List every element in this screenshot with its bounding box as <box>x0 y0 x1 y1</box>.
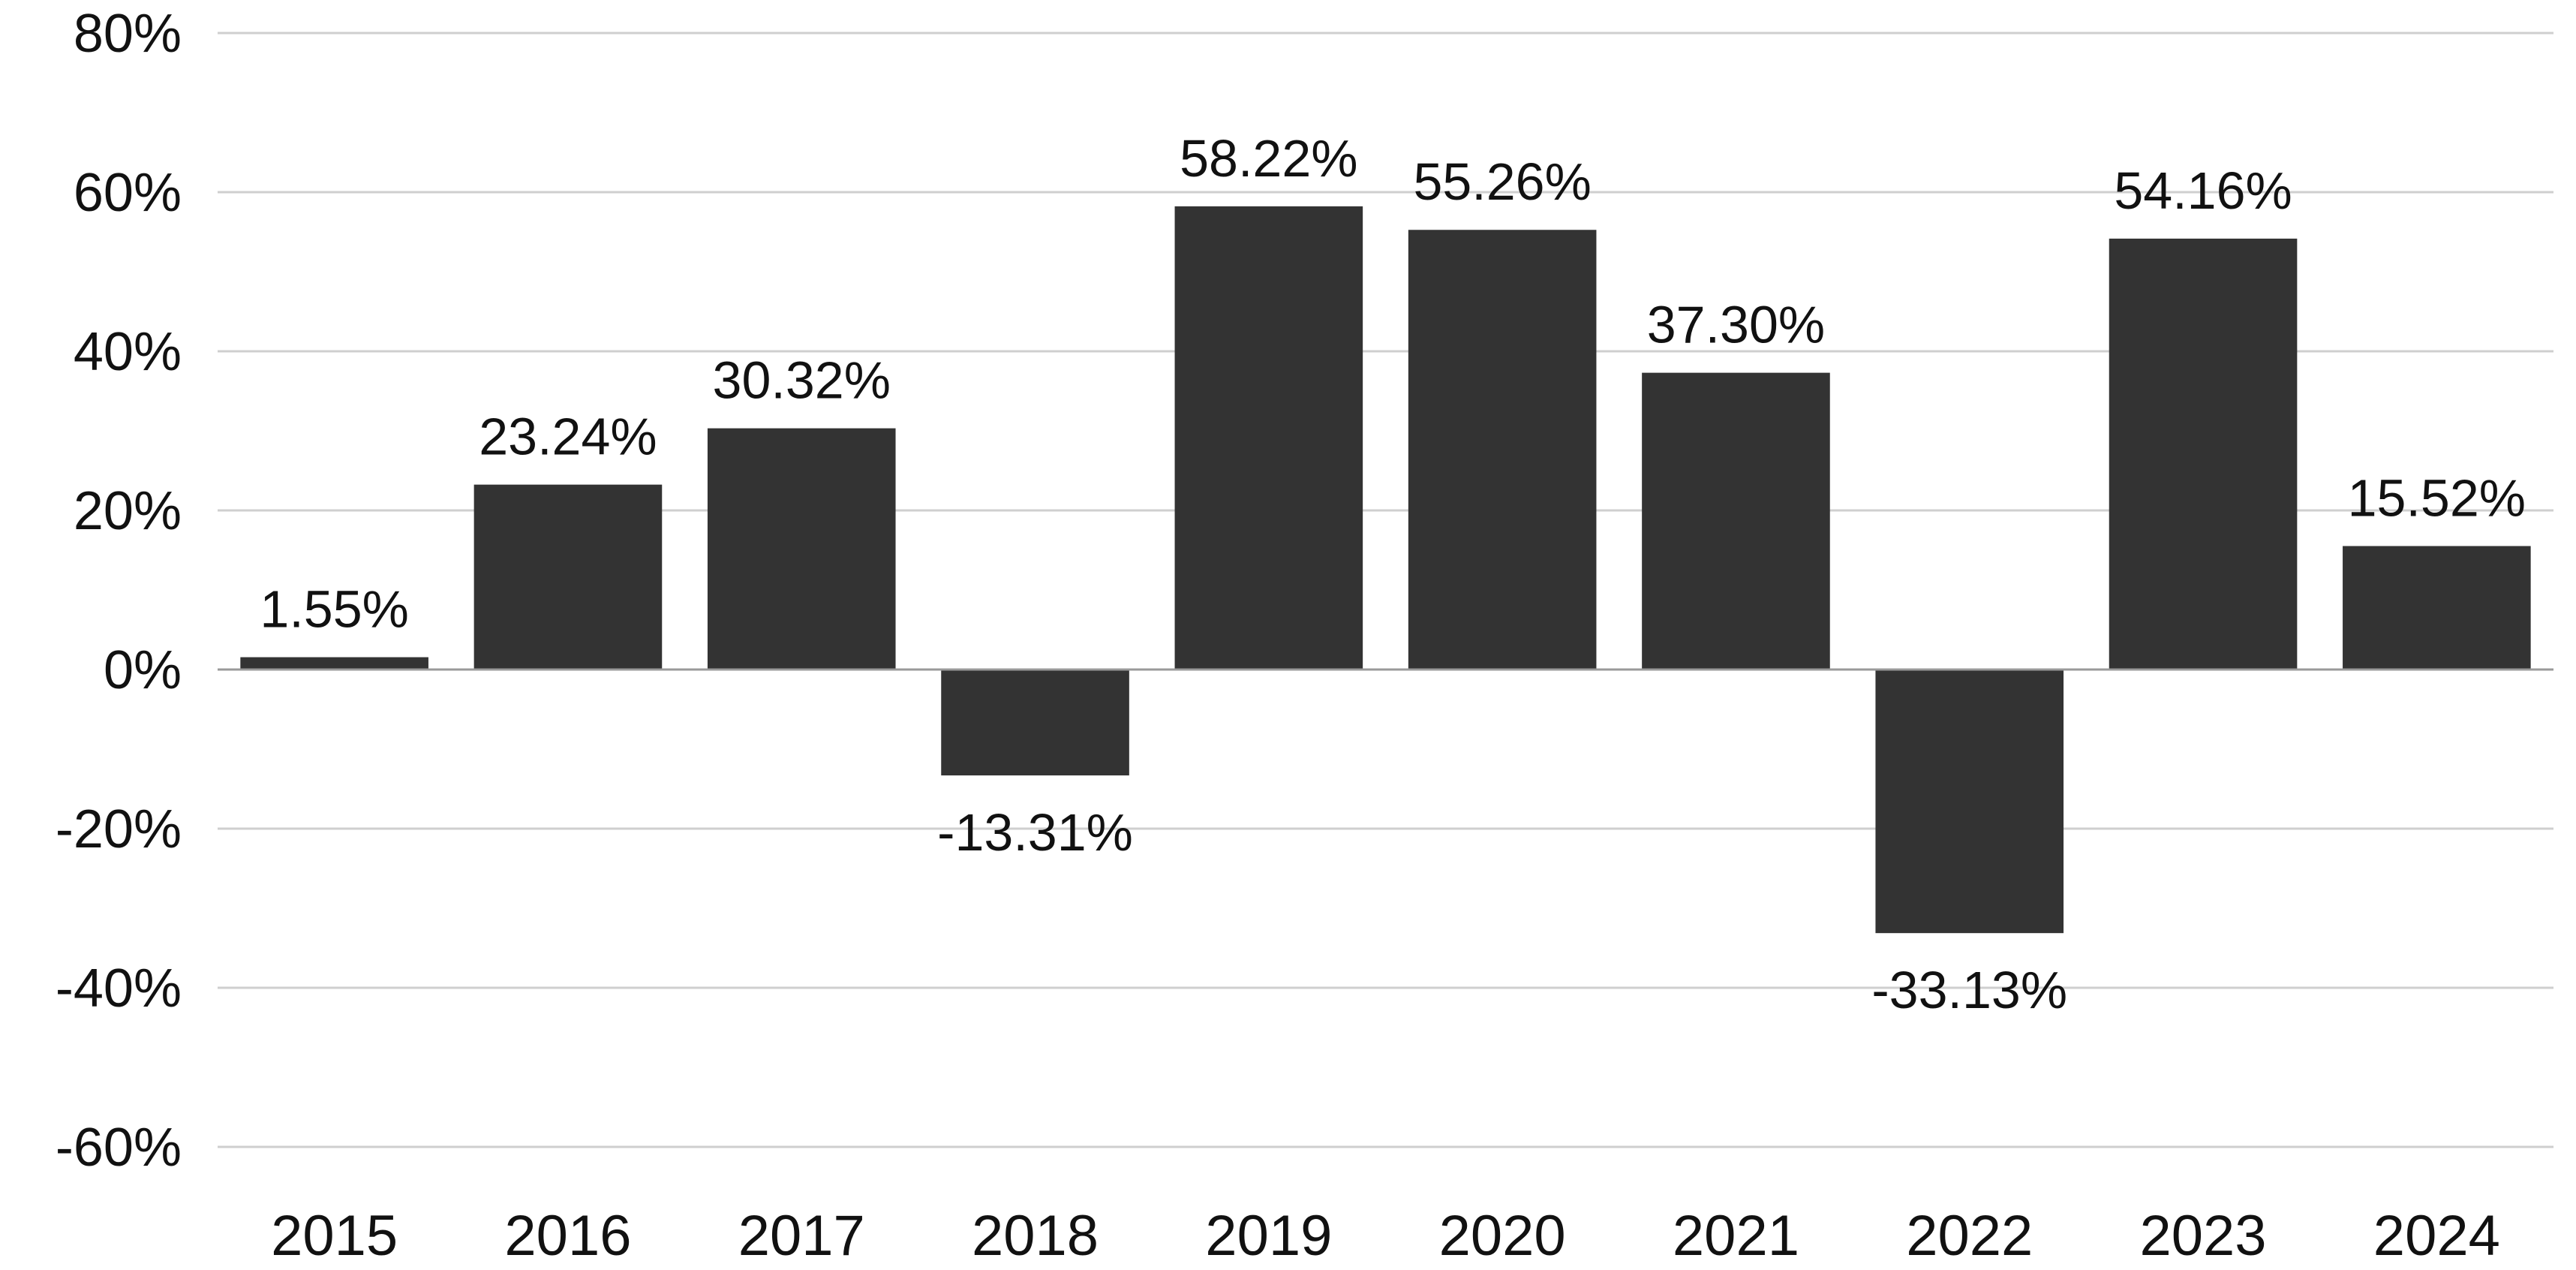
data-label-2021: 37.30% <box>1647 296 1825 354</box>
data-label-2023: 54.16% <box>2114 161 2292 220</box>
bar-2016 <box>473 484 663 670</box>
y-tick-label: -40% <box>56 959 182 1019</box>
data-label-2018: -13.31% <box>937 803 1133 862</box>
x-tick-label: 2024 <box>2373 1204 2500 1268</box>
y-tick-label: -60% <box>56 1118 182 1178</box>
bar-2024 <box>2343 546 2531 670</box>
bar-2019 <box>1174 206 1363 670</box>
x-tick-label: 2021 <box>1673 1204 1799 1268</box>
x-tick-label: 2015 <box>271 1204 398 1268</box>
data-label-2024: 15.52% <box>2348 468 2526 527</box>
bar-2023 <box>2109 238 2298 670</box>
x-tick-label: 2020 <box>1439 1204 1566 1268</box>
data-label-2020: 55.26% <box>1413 152 1591 211</box>
x-tick-label: 2019 <box>1205 1204 1332 1268</box>
bar-2015 <box>240 657 428 670</box>
x-axis-ticks: 2015 2016 2017 2018 2019 2020 2021 2022 2023 2024 <box>271 1204 2500 1268</box>
x-tick-label: 2016 <box>504 1204 631 1268</box>
bars <box>240 206 2531 934</box>
data-label-2016: 23.24% <box>479 408 657 466</box>
bar-2021 <box>1642 372 1830 670</box>
y-tick-label: -20% <box>56 799 182 859</box>
x-tick-label: 2023 <box>2140 1204 2267 1268</box>
x-tick-label: 2022 <box>1906 1204 2033 1268</box>
bar-2020 <box>1408 230 1597 670</box>
data-label-2017: 30.32% <box>713 351 891 410</box>
data-label-2019: 58.22% <box>1180 129 1357 188</box>
bar-2017 <box>707 428 896 670</box>
data-labels: 1.55% 23.24% 30.32% -13.31% 58.22% 55.26% 37.3… <box>260 129 2526 1019</box>
x-tick-label: 2017 <box>738 1204 865 1268</box>
bar-2022 <box>1875 670 2064 934</box>
bar-2018 <box>941 670 1129 776</box>
y-tick-label: 40% <box>74 322 182 382</box>
y-tick-label: 0% <box>104 640 182 700</box>
y-tick-label: 80% <box>74 4 182 64</box>
x-tick-label: 2018 <box>972 1204 1099 1268</box>
y-tick-label: 20% <box>74 481 182 541</box>
y-tick-label: 60% <box>74 163 182 223</box>
y-axis-ticks: 80% 60% 40% 20% 0% -20% -40% -60% <box>56 4 182 1178</box>
data-label-2015: 1.55% <box>260 580 408 639</box>
data-label-2022: -33.13% <box>1871 961 2067 1019</box>
